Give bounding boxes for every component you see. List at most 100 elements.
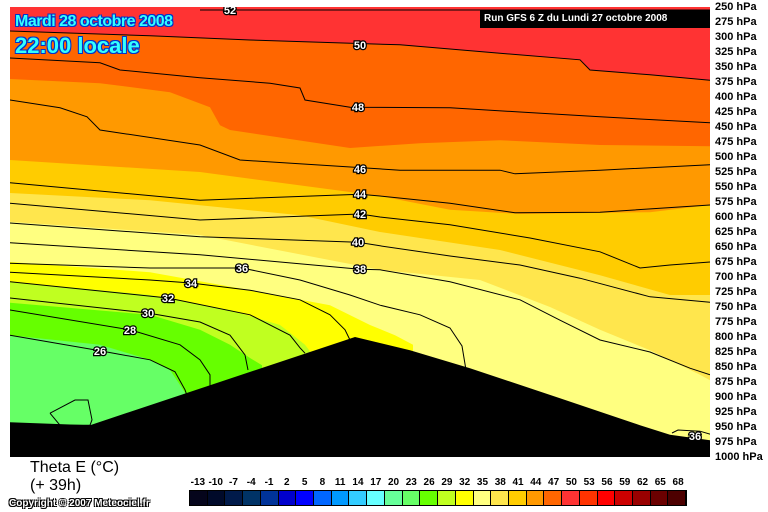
cross-section-plot: 52 50 48 46 44 42 40 38 36 36 34 32 30 28 26 [10,7,710,457]
colorbar-swatch [278,491,297,505]
colorbar-label: 56 [601,477,613,488]
contour-label: 28 [124,325,136,337]
colorbar [189,490,687,506]
pressure-level-label: 600 hPa [715,211,757,223]
pressure-level-label: 900 hPa [715,391,757,403]
pressure-level-label: 350 hPa [715,61,757,73]
pressure-level-label: 800 hPa [715,331,757,343]
colorbar-label: 23 [405,477,417,488]
contour-label: 36 [236,263,248,275]
colorbar-label: 11 [334,477,346,488]
colorbar-swatch [491,491,509,505]
pressure-level-label: 300 hPa [715,31,757,43]
pressure-level-label: 275 hPa [715,16,757,28]
contour-label: 50 [354,40,366,52]
colorbar-swatch [402,491,421,505]
colorbar-swatch [331,491,350,505]
contour-label: 52 [224,7,236,17]
contour-line [10,297,249,371]
terrain [10,337,710,457]
colorbar-label: 44 [530,477,542,488]
colorbar-label: 41 [512,477,524,488]
contour-label: 36 [689,431,701,443]
contour-line [10,334,189,399]
contour-label: 38 [354,264,366,276]
colorbar-swatch [384,491,403,505]
colorbar-label: 29 [441,477,453,488]
pressure-level-label: 550 hPa [715,181,757,193]
forecast-hour: (+ 39h) [30,477,82,494]
pressure-level-label: 975 hPa [715,436,757,448]
contour-label: 32 [162,293,174,305]
contour-label: 44 [354,189,367,201]
colorbar-label: 17 [370,477,382,488]
colorbar-swatch [579,491,598,505]
pressure-level-label: 475 hPa [715,136,757,148]
contour-labels: 52 50 48 46 44 42 40 38 36 36 34 32 30 28 26 [93,7,703,444]
variable-name: Theta E (°C) [30,459,120,476]
colorbar-swatch [650,491,669,505]
colorbar-swatch [438,491,456,505]
colorbar-swatch [367,491,385,505]
colorbar-label: 20 [387,477,400,488]
contour-lines [10,9,710,435]
colorbar-swatch [420,491,439,505]
contour-line [10,57,710,124]
pressure-level-label: 250 hPa [715,1,757,13]
model-run-label: Run GFS 6 Z du Lundi 27 octobre 2008 [480,10,710,28]
colorbar-swatch [668,491,687,505]
contour-line [10,99,710,175]
contour-label: 42 [354,209,366,221]
pressure-level-label: 425 hPa [715,106,757,118]
copyright: Copyright © 2007 Meteociel.fr [9,498,150,509]
pressure-level-label: 950 hPa [715,421,757,433]
contour-label: 48 [352,102,364,114]
colorbar-label: 50 [565,477,577,488]
pressure-level-label: 725 hPa [715,286,757,298]
pressure-level-label: 750 hPa [715,301,757,313]
colorbar-label: 53 [583,477,595,488]
colorbar-label: 65 [654,477,666,488]
colorbar-swatch [615,491,633,505]
colorbar-label: -13 [190,477,206,488]
colorbar-swatch [473,491,492,505]
colorbar-label: -4 [246,477,256,488]
colorbar-swatch [455,491,474,505]
colorbar-label: -10 [208,477,223,488]
colorbar-swatch [207,491,226,505]
contour-line [10,309,211,390]
colorbar-swatch [243,491,261,505]
colorbar-label: 5 [301,477,308,488]
pressure-level-label: 775 hPa [715,316,757,328]
contour-label: 46 [354,164,366,176]
colorbar-label: 59 [619,477,631,488]
colorbar-label: 35 [476,477,489,488]
pressure-level-label: 1000 hPa [715,451,763,463]
pressure-level-label: 650 hPa [715,241,757,253]
colorbar-swatch [296,491,315,505]
colorbar-swatch [632,491,651,505]
colorbar-swatch [562,491,580,505]
colorbar-label: 32 [459,477,471,488]
colorbar-swatch [349,491,368,505]
colorbar-label: 38 [494,477,506,488]
colorbar-label: 26 [423,477,435,488]
contour-line [10,222,710,303]
pressure-level-label: 825 hPa [715,346,757,358]
colorbar-swatch [544,491,563,505]
colorbar-swatch [526,491,545,505]
contour-line [10,262,467,371]
pressure-level-label: 625 hPa [715,226,757,238]
valid-time: 22:00 locale [15,33,140,58]
pressure-level-label: 500 hPa [715,151,757,163]
pressure-level-label: 925 hPa [715,406,757,418]
terrain-layer [10,337,710,457]
contour-label: 26 [94,346,106,358]
pressure-level-label: 375 hPa [715,76,757,88]
colorbar-label: 8 [319,477,326,488]
pressure-level-label: 675 hPa [715,256,757,268]
contour-label: 30 [142,308,154,320]
colorbar-label: 47 [548,477,560,488]
colorbar-swatch [508,491,527,505]
colorbar-label: 68 [672,477,684,488]
